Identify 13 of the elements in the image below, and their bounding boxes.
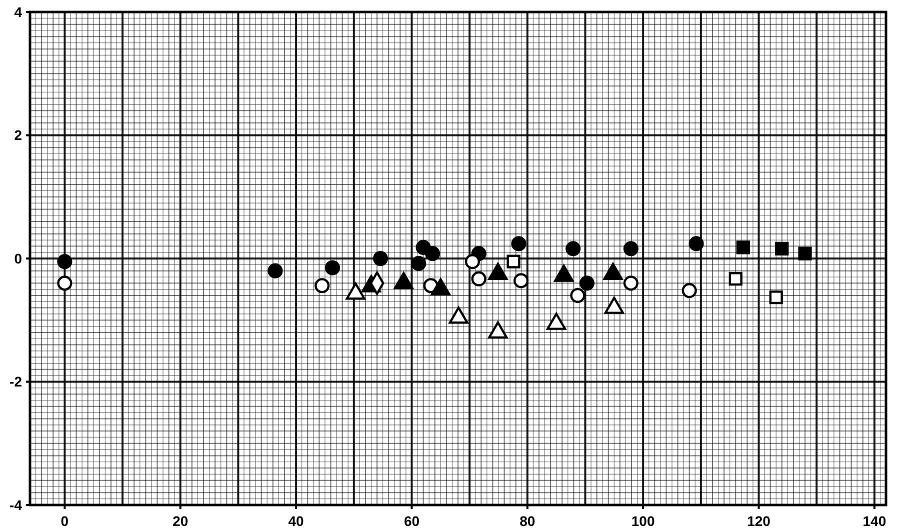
y-tick-label: -2	[10, 374, 22, 390]
x-tick-label: 0	[60, 513, 69, 529]
y-tick-label: -4	[10, 496, 22, 513]
x-tick-label: 140	[862, 513, 886, 529]
y-tick-label: 4	[14, 4, 22, 20]
y-tick-label: 2	[14, 127, 22, 144]
y-tick-label: 0	[14, 250, 22, 266]
x-tick-label: 40	[288, 513, 304, 529]
x-tick-label: 80	[520, 513, 536, 529]
x-tick-label: 100	[631, 513, 655, 529]
x-tick-label: 120	[747, 513, 771, 529]
x-tick-label: 60	[404, 513, 420, 529]
x-tick-label: 20	[172, 513, 188, 529]
